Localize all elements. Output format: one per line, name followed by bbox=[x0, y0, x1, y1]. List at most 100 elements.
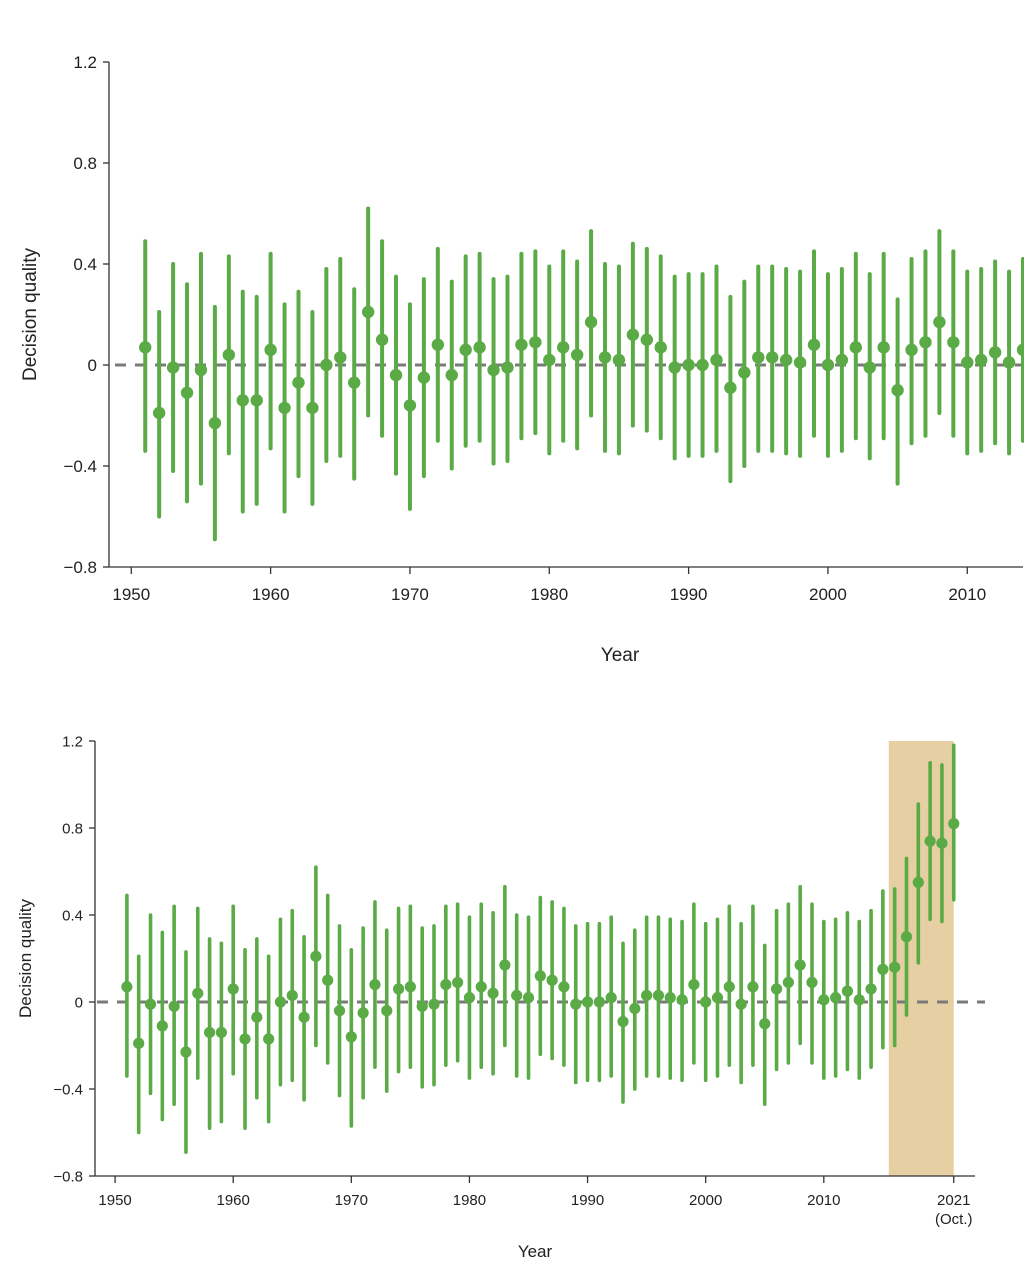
data-point bbox=[475, 981, 487, 993]
data-point bbox=[570, 998, 582, 1010]
data-point bbox=[310, 950, 322, 962]
x-tick-label: 2010 bbox=[807, 1192, 840, 1209]
data-point bbox=[320, 358, 333, 372]
data-point bbox=[641, 989, 653, 1002]
data-point bbox=[924, 835, 936, 847]
data-point bbox=[348, 376, 361, 389]
y-tick-label: −0.4 bbox=[63, 457, 97, 476]
data-point bbox=[250, 394, 263, 407]
y-tick-label: 0 bbox=[88, 356, 97, 375]
data-point bbox=[759, 1018, 771, 1030]
data-point bbox=[889, 961, 901, 973]
data-point bbox=[863, 361, 876, 374]
data-point bbox=[830, 992, 842, 1004]
data-point bbox=[617, 1015, 629, 1028]
data-point bbox=[203, 1026, 216, 1039]
y-axis-title: Decision quality bbox=[16, 898, 35, 1018]
data-point bbox=[584, 315, 598, 329]
data-point bbox=[180, 1046, 192, 1058]
data-point bbox=[841, 985, 854, 997]
y-tick-label: 1.2 bbox=[73, 53, 97, 72]
data-point bbox=[529, 336, 542, 349]
data-point bbox=[416, 1000, 428, 1012]
data-point bbox=[345, 1031, 357, 1043]
data-point bbox=[499, 959, 511, 971]
y-axis-title: Decision quality bbox=[20, 247, 41, 381]
data-point bbox=[417, 371, 431, 384]
data-point bbox=[612, 353, 626, 367]
x-tick-label: 2021 bbox=[937, 1192, 970, 1209]
data-point bbox=[891, 384, 904, 397]
data-point bbox=[629, 1002, 641, 1015]
data-point bbox=[1016, 343, 1024, 357]
data-point bbox=[710, 353, 723, 367]
data-point bbox=[961, 356, 974, 369]
data-point bbox=[194, 363, 208, 377]
x-axis-title: Year bbox=[518, 1242, 553, 1261]
x-tick-sublabel: (Oct.) bbox=[935, 1211, 973, 1228]
data-point bbox=[501, 361, 514, 374]
data-point bbox=[139, 341, 152, 354]
data-point bbox=[239, 1033, 251, 1045]
data-point bbox=[180, 386, 194, 399]
x-tick-label: 1980 bbox=[530, 585, 568, 604]
data-point bbox=[779, 353, 793, 367]
data-point bbox=[696, 358, 709, 372]
data-point bbox=[735, 998, 747, 1010]
x-tick-label: 1960 bbox=[217, 1192, 250, 1209]
data-point bbox=[605, 992, 617, 1004]
data-point bbox=[487, 987, 499, 999]
data-point bbox=[948, 818, 960, 830]
data-point bbox=[156, 1020, 168, 1032]
data-point bbox=[652, 989, 665, 1002]
data-point bbox=[144, 998, 157, 1010]
x-tick-label: 1990 bbox=[571, 1192, 604, 1209]
data-point bbox=[292, 376, 305, 389]
data-point bbox=[794, 959, 806, 971]
data-point bbox=[900, 931, 913, 943]
data-point bbox=[121, 981, 133, 993]
data-point bbox=[298, 1011, 310, 1023]
x-tick-label: 1950 bbox=[98, 1192, 131, 1209]
y-tick-label: 0.8 bbox=[73, 154, 97, 173]
data-point bbox=[152, 406, 166, 420]
data-point bbox=[286, 989, 298, 1002]
data-point bbox=[598, 351, 612, 364]
data-point bbox=[392, 983, 405, 995]
data-point bbox=[668, 361, 681, 374]
y-tick-label: −0.8 bbox=[63, 558, 97, 577]
chart-top: 1.2 0.8 0.4 0 −0.4 −0.8 1950 1960 1970 1980 1990 20… bbox=[20, 53, 1024, 666]
y-tick-label: 1.2 bbox=[62, 733, 83, 750]
data-point bbox=[431, 338, 445, 351]
x-tick-label: 2010 bbox=[948, 585, 986, 604]
data-point bbox=[626, 328, 640, 341]
data-point bbox=[640, 333, 654, 346]
data-point bbox=[654, 341, 667, 354]
highlight-band bbox=[888, 741, 954, 1176]
data-point bbox=[192, 987, 204, 999]
data-point bbox=[322, 974, 334, 986]
x-tick-label: 1970 bbox=[391, 585, 429, 604]
x-tick-label: 1950 bbox=[112, 585, 150, 604]
data-point bbox=[511, 989, 523, 1002]
data-point bbox=[947, 336, 960, 349]
data-point bbox=[877, 341, 890, 354]
data-point bbox=[877, 963, 889, 975]
data-point bbox=[445, 368, 458, 382]
data-point bbox=[821, 358, 835, 372]
data-point bbox=[688, 979, 700, 991]
data-point bbox=[782, 976, 794, 989]
data-point bbox=[711, 992, 724, 1004]
data-point bbox=[375, 333, 389, 346]
data-point bbox=[168, 1000, 180, 1012]
y-tick-label: 0.4 bbox=[62, 907, 83, 924]
data-point bbox=[278, 401, 291, 415]
x-tick-label: 1970 bbox=[335, 1192, 368, 1209]
data-point bbox=[700, 996, 712, 1008]
data-point bbox=[334, 351, 347, 364]
data-point bbox=[724, 381, 737, 394]
data-point bbox=[593, 996, 605, 1008]
data-point bbox=[263, 1033, 275, 1045]
data-point bbox=[818, 994, 830, 1006]
